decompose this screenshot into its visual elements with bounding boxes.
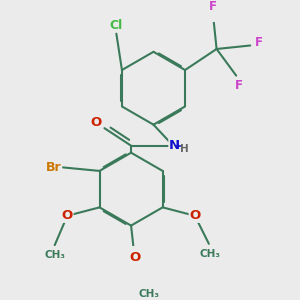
- Text: CH₃: CH₃: [200, 249, 221, 259]
- Text: N: N: [169, 139, 180, 152]
- Text: Br: Br: [46, 161, 61, 174]
- Text: F: F: [235, 79, 243, 92]
- Text: O: O: [129, 250, 140, 264]
- Text: CH₃: CH₃: [44, 250, 65, 260]
- Text: F: F: [209, 0, 217, 14]
- Text: Cl: Cl: [110, 19, 123, 32]
- Text: O: O: [90, 116, 102, 129]
- Text: CH₃: CH₃: [138, 289, 159, 298]
- Text: O: O: [62, 209, 73, 222]
- Text: F: F: [255, 36, 262, 49]
- Text: H: H: [180, 143, 189, 154]
- Text: O: O: [189, 209, 200, 222]
